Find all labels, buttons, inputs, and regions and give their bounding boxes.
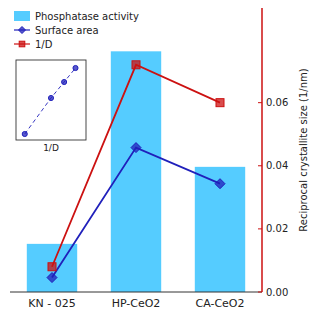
inset-plot-area: [22, 65, 78, 136]
inset-marker: [22, 131, 27, 136]
y2-tick: [258, 102, 262, 103]
marker: [216, 99, 224, 107]
marker: [48, 263, 56, 271]
y2-tick: [258, 165, 262, 166]
bar: [111, 51, 161, 292]
inset-x-label: 1/D: [43, 143, 59, 153]
marker: [215, 179, 225, 189]
x-tick-label: CA-CeO2: [195, 297, 244, 310]
y2-tick: [258, 228, 262, 229]
y2-tick-label: 0.04: [266, 160, 288, 171]
legend-entry: Phosphatase activity: [35, 11, 139, 22]
legend-entry: Surface area: [35, 25, 99, 36]
inset-marker: [48, 95, 53, 100]
marker: [47, 273, 57, 283]
y2-tick-label: 0.00: [266, 287, 288, 298]
y2-tick-label: 0.02: [266, 223, 288, 234]
legend: Phosphatase activity Surface area 1/D: [14, 11, 139, 50]
inset-marker: [62, 79, 67, 84]
x-tick-label: HP-CeO2: [112, 297, 161, 310]
inset-line: [25, 68, 76, 134]
y2-tick: [258, 292, 262, 293]
x-axis: [10, 292, 262, 293]
y2-axis-label: Reciprocal crystallite size (1/nm): [298, 68, 309, 232]
inset-marker: [73, 65, 78, 70]
line: [52, 148, 220, 278]
y2-tick-label: 0.06: [266, 97, 288, 108]
marker: [132, 61, 140, 69]
chart: KN - 025 HP-CeO2 CA-CeO2 0.00 0.02 0.04 0.06 Re…: [0, 0, 320, 320]
inset-frame: [16, 60, 86, 140]
marker: [131, 143, 141, 153]
bar: [195, 167, 245, 292]
legend-entry: 1/D: [35, 39, 53, 50]
legend-marker: [19, 41, 25, 47]
legend-marker: [19, 27, 26, 34]
y2-axis: [261, 8, 263, 292]
legend-swatch: [14, 11, 30, 21]
x-tick-label: KN - 025: [28, 297, 75, 310]
